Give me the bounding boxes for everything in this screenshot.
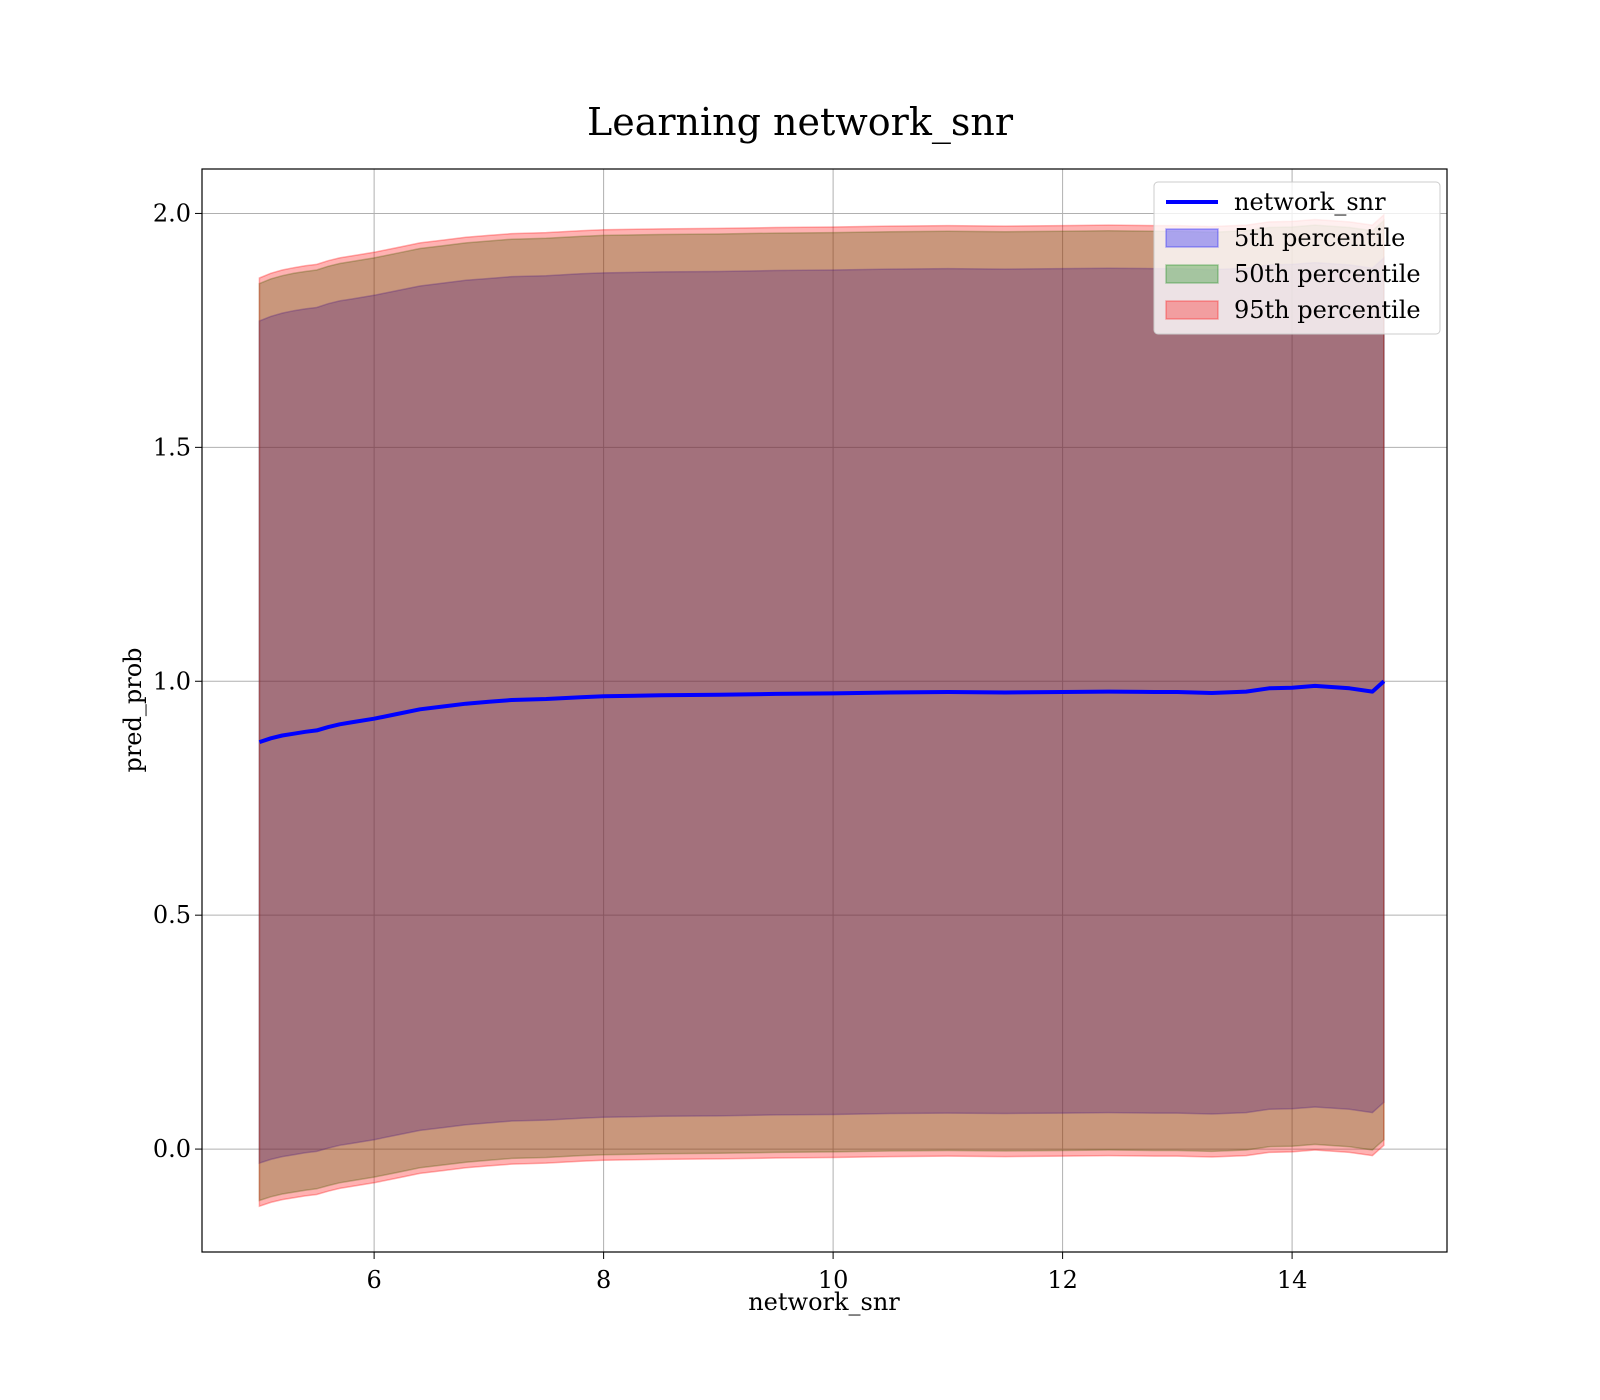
band-5th-percentile bbox=[258, 256, 1385, 1165]
legend-label: 95th percentile bbox=[1234, 296, 1421, 324]
legend: network_snr 5th percentile 50th percentile… bbox=[1153, 181, 1441, 335]
band-50th-percentile bbox=[258, 218, 1385, 1202]
series-line-network_snr bbox=[258, 679, 1386, 744]
x-tick-label: 10 bbox=[818, 1266, 849, 1294]
legend-band-swatch bbox=[1165, 300, 1219, 320]
band-layer bbox=[258, 213, 1385, 1208]
x-tick-label: 14 bbox=[1277, 1266, 1308, 1294]
tick-layer: 6 8 10 12 14 0.0 0.5 1.0 1.5 2.0 bbox=[153, 199, 1308, 1294]
y-axis-label: pred_prob bbox=[119, 647, 147, 772]
y-tick-label: 0.0 bbox=[153, 1135, 191, 1163]
line-layer bbox=[258, 679, 1386, 744]
y-tick-label: 0.5 bbox=[153, 901, 191, 929]
legend-box bbox=[1153, 181, 1441, 335]
legend-band-swatch bbox=[1165, 264, 1219, 284]
legend-label: 5th percentile bbox=[1234, 224, 1405, 252]
x-tick-label: 6 bbox=[366, 1266, 381, 1294]
chart-title: Learning network_snr bbox=[586, 100, 1013, 144]
legend-band-swatch bbox=[1165, 228, 1219, 248]
x-tick-label: 12 bbox=[1047, 1266, 1078, 1294]
plot-frame bbox=[201, 168, 1448, 1253]
x-tick-label: 8 bbox=[596, 1266, 611, 1294]
y-tick-label: 1.5 bbox=[153, 433, 191, 461]
y-tick-label: 1.0 bbox=[153, 667, 191, 695]
legend-label: network_snr bbox=[1234, 188, 1386, 216]
band-95th-percentile bbox=[258, 213, 1385, 1208]
x-axis-label: network_snr bbox=[748, 1288, 900, 1316]
legend-label: 50th percentile bbox=[1234, 260, 1421, 288]
y-tick-label: 2.0 bbox=[153, 199, 191, 227]
